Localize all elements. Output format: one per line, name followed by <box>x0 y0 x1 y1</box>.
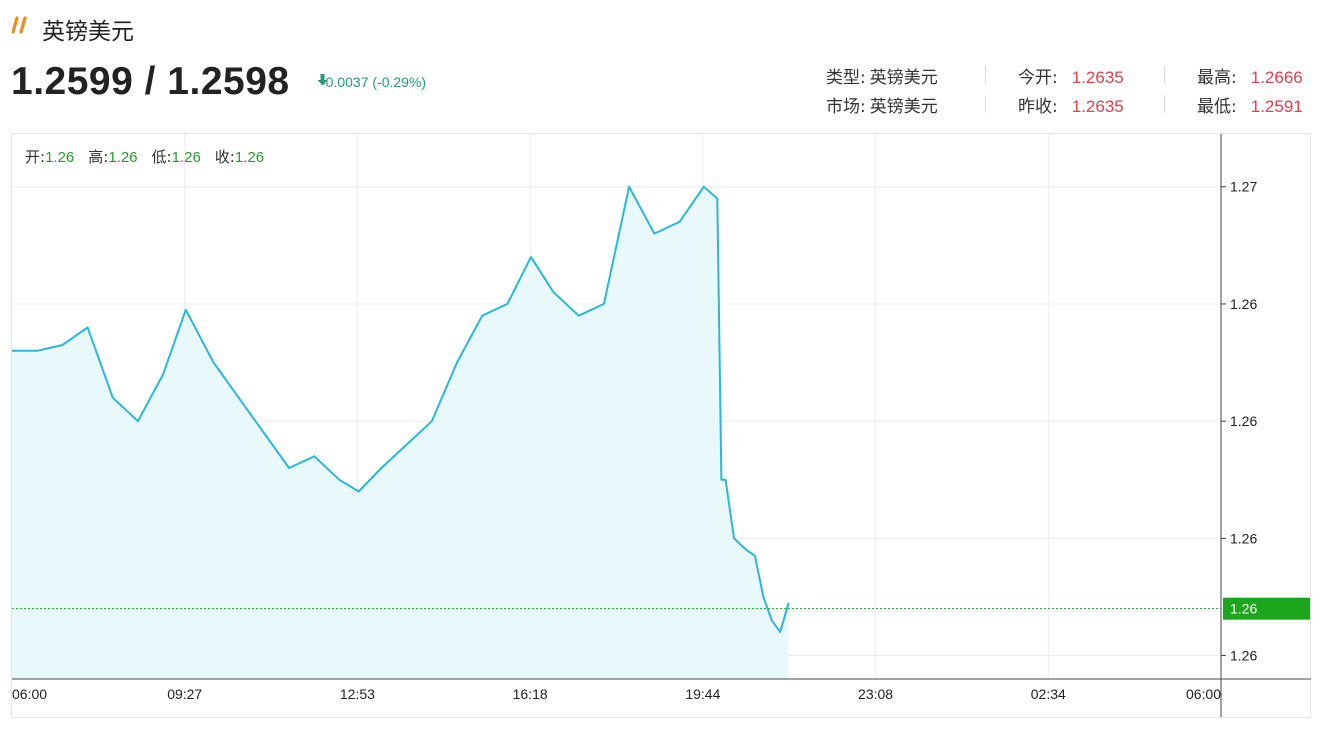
ohlc-close-value: 1.26 <box>234 149 265 166</box>
info-high: 最高: 1.2666 <box>1197 63 1303 88</box>
x-tick-label: 09:27 <box>167 686 202 702</box>
ohlc-open-value: 1.26 <box>45 149 75 166</box>
info-type: 类型: 英镑美元 <box>826 63 938 88</box>
y-tick-label: 1.26 <box>1230 296 1257 312</box>
divider <box>985 95 986 113</box>
x-tick-label: 06:00 <box>1186 686 1221 702</box>
info-type-value: 英镑美元 <box>869 68 938 88</box>
y-tick-label: 1.27 <box>1230 179 1257 195</box>
current-price-label: 1.26 <box>1230 601 1257 617</box>
ohlc-readout: 开:1.26 高:1.26 低:1.26 收:1.26 <box>25 146 278 167</box>
brand-logo-icon <box>12 16 27 34</box>
chart-frame[interactable] <box>11 133 1311 718</box>
ohlc-high-value: 1.26 <box>108 149 138 166</box>
info-open-today-value: 1.2635 <box>1071 68 1124 87</box>
info-high-label: 最高: <box>1197 68 1237 88</box>
price-change-text: -0.0037 (-0.29%) <box>321 74 427 90</box>
info-high-value: 1.2666 <box>1250 68 1303 87</box>
y-tick-label: 1.26 <box>1230 530 1257 546</box>
x-tick-label: 16:18 <box>513 686 548 702</box>
info-open-today-label: 今开: <box>1018 68 1058 88</box>
info-prev-close: 昨收: 1.2635 <box>1018 92 1124 117</box>
price-line <box>12 185 790 634</box>
page-title: 英镑美元 <box>42 19 134 45</box>
price-change: -0.0037 (-0.29%) <box>317 74 426 90</box>
x-tick-label: 23:08 <box>858 686 893 702</box>
info-low: 最低: 1.2591 <box>1197 92 1303 117</box>
info-low-label: 最低: <box>1197 97 1237 117</box>
x-tick-label: 06:00 <box>12 686 47 702</box>
info-open-today: 今开: 1.2635 <box>1018 63 1124 88</box>
divider <box>985 66 986 84</box>
current-price-badge <box>1223 597 1310 620</box>
ohlc-close-label: 收: <box>214 148 235 166</box>
divider <box>1164 95 1165 113</box>
info-prev-close-value: 1.2635 <box>1071 97 1124 116</box>
divider <box>1164 66 1165 84</box>
info-market-label: 市场: <box>826 97 866 117</box>
info-prev-close-label: 昨收: <box>1018 97 1058 117</box>
x-tick-label: 02:34 <box>1031 686 1066 702</box>
ohlc-low-label: 低: <box>151 148 172 166</box>
info-market-value: 英镑美元 <box>869 97 938 117</box>
ohlc-high-label: 高: <box>88 148 109 166</box>
x-tick-label: 19:44 <box>685 686 720 702</box>
y-tick-label: 1.26 <box>1230 648 1257 664</box>
ohlc-low-value: 1.26 <box>171 149 201 166</box>
price-area <box>12 186 789 679</box>
ohlc-open-label: 开: <box>25 148 46 166</box>
y-tick-label: 1.26 <box>1230 413 1257 429</box>
info-type-label: 类型: <box>826 68 866 88</box>
info-low-value: 1.2591 <box>1250 97 1303 116</box>
info-market: 市场: 英镑美元 <box>826 92 938 117</box>
bid-ask-price: 1.2599 / 1.2598 <box>11 60 290 103</box>
x-tick-label: 12:53 <box>340 686 375 702</box>
